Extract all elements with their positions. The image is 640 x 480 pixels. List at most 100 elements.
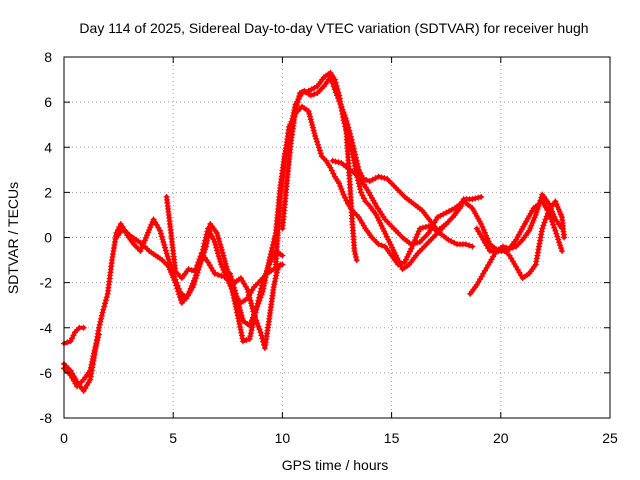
data-point xyxy=(334,92,340,99)
data-point xyxy=(89,358,96,365)
data-point xyxy=(485,238,492,245)
data-point xyxy=(206,228,213,235)
data-point xyxy=(158,233,165,240)
data-point xyxy=(207,230,214,237)
data-point xyxy=(138,245,145,252)
series-layer xyxy=(61,69,568,394)
data-point xyxy=(257,329,264,336)
data-point xyxy=(382,230,389,237)
data-point xyxy=(373,211,380,218)
data-point xyxy=(245,291,252,298)
y-tick-label: 2 xyxy=(44,184,52,200)
data-point xyxy=(202,237,209,244)
data-point xyxy=(214,250,221,257)
y-tick-label: 4 xyxy=(44,139,52,155)
data-point xyxy=(239,315,246,322)
data-point xyxy=(352,151,359,158)
data-point xyxy=(542,216,549,223)
data-point xyxy=(103,294,110,301)
data-point xyxy=(220,266,227,273)
data-point xyxy=(253,306,260,313)
y-tick-label: -4 xyxy=(40,320,53,336)
data-point xyxy=(330,83,337,90)
data-point xyxy=(357,186,364,193)
data-point xyxy=(349,139,356,146)
data-point xyxy=(337,100,344,107)
data-point xyxy=(353,157,360,164)
series-trace-11 xyxy=(467,191,565,297)
data-point xyxy=(481,229,488,236)
data-point xyxy=(314,138,321,145)
data-point xyxy=(96,321,103,328)
data-point xyxy=(381,175,388,182)
data-point xyxy=(200,246,207,253)
data-point xyxy=(101,303,108,310)
data-point xyxy=(375,241,382,248)
data-point xyxy=(256,297,263,304)
data-point xyxy=(328,77,335,84)
data-point xyxy=(305,108,312,115)
data-point xyxy=(354,160,361,167)
data-point xyxy=(532,211,539,218)
data-point xyxy=(221,273,228,280)
data-point xyxy=(162,244,169,251)
data-point xyxy=(552,227,559,234)
data-point xyxy=(550,221,557,228)
data-point xyxy=(188,283,195,290)
data-point xyxy=(555,236,562,243)
data-point xyxy=(351,148,358,155)
data-point xyxy=(316,147,323,154)
series-trace-5 xyxy=(163,193,286,352)
data-point xyxy=(509,244,516,251)
data-point xyxy=(209,233,216,240)
data-point xyxy=(240,338,247,345)
x-tick-label: 10 xyxy=(275,430,291,446)
data-point xyxy=(195,259,202,266)
data-point xyxy=(137,248,144,255)
data-point xyxy=(213,244,220,251)
data-point xyxy=(314,141,321,148)
data-point xyxy=(234,298,241,305)
data-point xyxy=(295,96,302,103)
data-point xyxy=(201,240,208,247)
data-point xyxy=(222,260,229,267)
data-point xyxy=(353,257,360,264)
data-point xyxy=(148,221,155,228)
data-point xyxy=(555,206,562,213)
data-point xyxy=(556,208,563,215)
data-point xyxy=(551,213,558,220)
data-point xyxy=(308,119,315,126)
data-point xyxy=(478,193,485,200)
data-point xyxy=(556,239,563,246)
data-point xyxy=(193,265,200,272)
data-point xyxy=(221,255,228,262)
data-point xyxy=(192,275,199,282)
data-point xyxy=(554,233,561,240)
data-point xyxy=(539,225,546,232)
data-point xyxy=(350,145,357,152)
data-point xyxy=(506,245,513,252)
data-point xyxy=(165,263,172,270)
data-point xyxy=(363,176,370,183)
x-axis: 0 5 10 15 20 25 xyxy=(60,57,618,446)
data-point xyxy=(307,92,314,99)
data-point xyxy=(212,241,219,248)
data-point xyxy=(469,196,476,203)
data-point xyxy=(339,188,346,195)
data-point xyxy=(329,80,336,87)
data-point xyxy=(147,224,154,231)
data-point xyxy=(552,198,559,205)
data-point xyxy=(553,230,560,237)
data-point xyxy=(557,211,564,218)
data-point xyxy=(64,339,71,346)
data-point xyxy=(273,269,280,276)
data-point xyxy=(237,309,244,316)
data-point xyxy=(408,241,415,248)
data-point xyxy=(160,239,167,246)
data-point xyxy=(496,246,503,253)
data-point xyxy=(374,214,381,221)
data-point xyxy=(350,142,357,149)
data-point xyxy=(472,195,479,202)
data-point xyxy=(558,248,565,255)
data-point xyxy=(142,234,149,241)
